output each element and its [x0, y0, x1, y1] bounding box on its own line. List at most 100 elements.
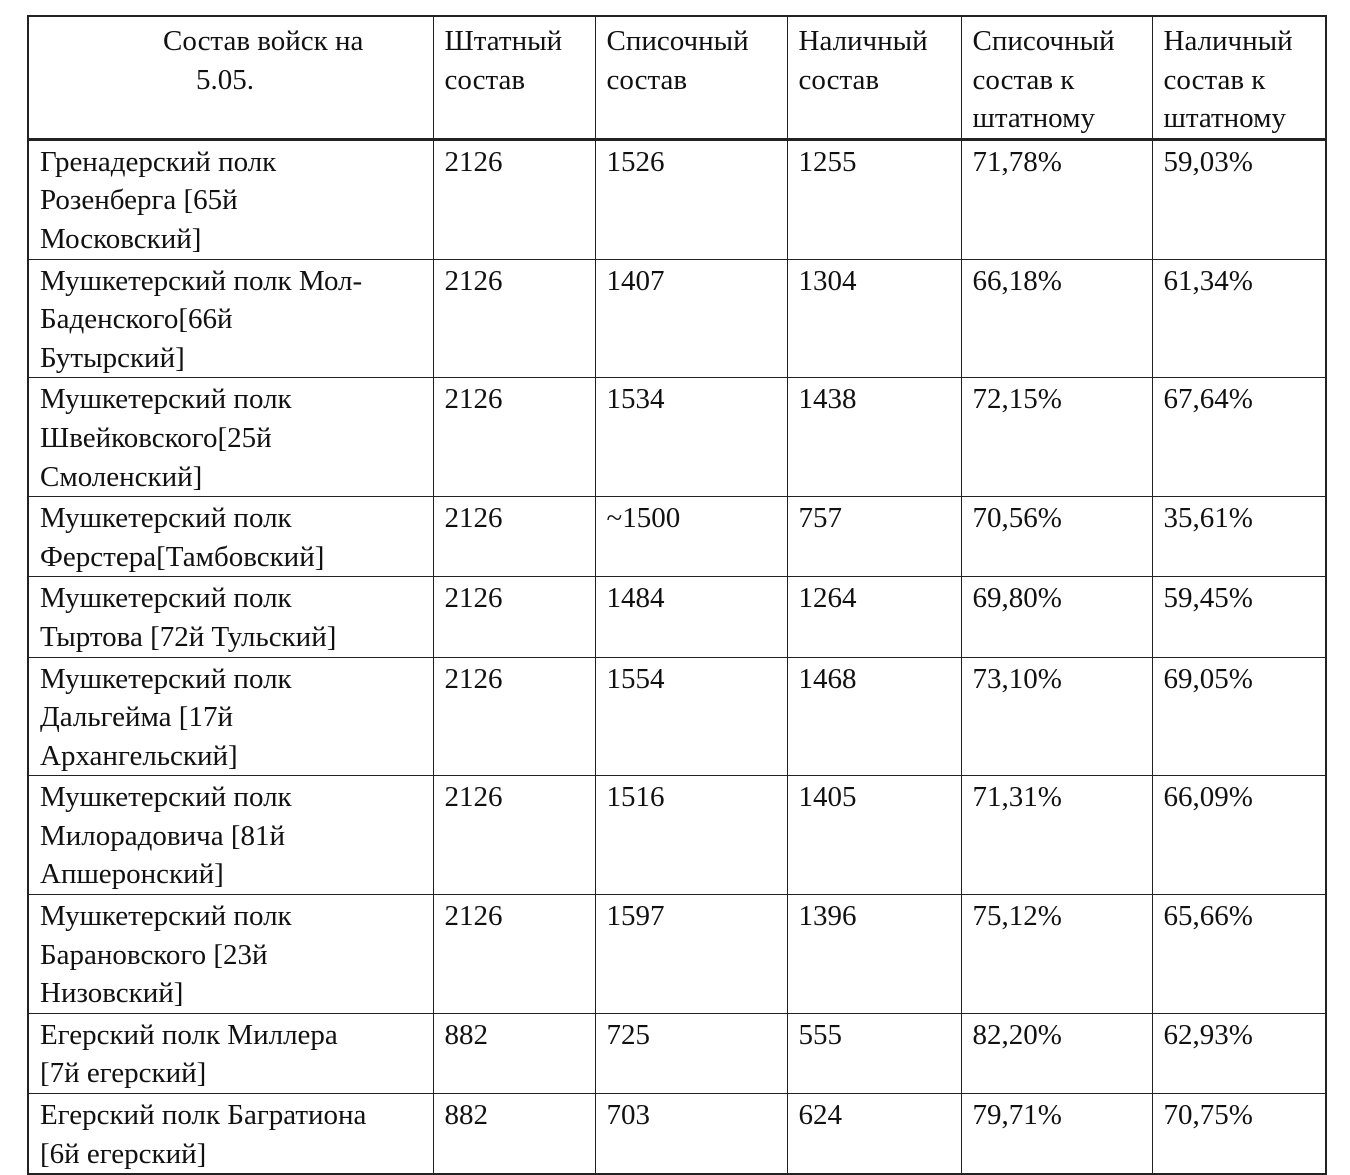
- value-cell: 1407: [594, 258, 788, 379]
- table-row: Мушкетерский полк Ферстера[Тамбовский] 212…: [27, 496, 1327, 578]
- value-cell: 67,64%: [1151, 377, 1327, 498]
- value-cell: 72,15%: [960, 377, 1153, 498]
- table-header: Состав войск на 5.05. Штатный состав Списочн…: [27, 15, 1327, 140]
- value-cell: 1396: [786, 894, 962, 1014]
- cell-line: Мушкетерский полк: [40, 781, 292, 814]
- regiment-cell: Егерский полк Багратиона [6й егерский]: [27, 1093, 434, 1175]
- cell-line: Списочный: [972, 25, 1115, 57]
- regiment-cell: Мушкетерский полк Барановского [23й Низовс…: [27, 894, 434, 1014]
- value-cell: 70,56%: [960, 496, 1153, 578]
- cell-line: Апшеронский]: [40, 858, 224, 891]
- cell-line: Милорадовича [81й: [40, 819, 285, 852]
- value-cell: 69,05%: [1151, 656, 1327, 777]
- value-cell: 703: [594, 1093, 788, 1175]
- header-cell: Наличный состав к штатному: [1151, 15, 1327, 140]
- regiment-cell: Гренадерский полк Розенберга [65й Московск…: [27, 138, 434, 260]
- value-cell: 1484: [594, 576, 788, 658]
- value-cell: 1526: [594, 138, 788, 260]
- value-cell: 555: [786, 1012, 962, 1095]
- value-cell: 757: [786, 496, 962, 578]
- regiment-cell: Мушкетерский полк Ферстера[Тамбовский]: [27, 496, 434, 578]
- cell-line: Мушкетерский полк: [40, 900, 292, 933]
- value-cell: 59,03%: [1151, 138, 1327, 260]
- table-row: Мушкетерский полк Барановского [23й Низовс…: [27, 894, 1327, 1014]
- value-cell: 71,78%: [960, 138, 1153, 260]
- value-cell: 1255: [786, 138, 962, 260]
- cell-line: Мушкетерский полк: [40, 383, 292, 416]
- cell-line: Баденского[66й: [40, 303, 233, 336]
- cell-line: состав: [606, 63, 688, 96]
- cell-line: Тыртова [72й Тульский]: [40, 620, 337, 653]
- value-cell: 73,10%: [960, 656, 1153, 777]
- cell-line: Ферстера[Тамбовский]: [40, 540, 325, 573]
- value-cell: 61,34%: [1151, 258, 1327, 379]
- value-cell: 1304: [786, 258, 962, 379]
- regiment-cell: Мушкетерский полк Швейковского[25й Смоленс…: [27, 377, 434, 498]
- value-cell: 882: [432, 1012, 596, 1095]
- cell-line: [6й егерский]: [40, 1137, 207, 1170]
- value-cell: 1438: [786, 377, 962, 498]
- value-cell: 2126: [432, 656, 596, 777]
- cell-line: Бутырский]: [40, 341, 185, 374]
- cell-line: Архангельский]: [40, 739, 238, 772]
- cell-line: Состав войск на: [163, 25, 364, 57]
- cell-line: Егерский полк Багратиона: [40, 1099, 367, 1132]
- cell-line: Московский]: [40, 222, 202, 255]
- value-cell: 1405: [786, 775, 962, 896]
- value-cell: 1534: [594, 377, 788, 498]
- cell-line: Дальгейма [17й: [40, 701, 233, 734]
- cell-line: Низовский]: [40, 977, 184, 1010]
- cell-line: Гренадерский полк: [40, 145, 277, 178]
- cell-line: Егерский полк Миллера: [40, 1018, 338, 1051]
- value-cell: 2126: [432, 258, 596, 379]
- table-row: Мушкетерский полк Дальгейма [17й Архангель…: [27, 656, 1327, 777]
- value-cell: 65,66%: [1151, 894, 1327, 1014]
- header-cell: Состав войск на 5.05.: [27, 15, 434, 140]
- troops-table: Состав войск на 5.05. Штатный состав Списочн…: [27, 15, 1327, 1175]
- table-row: Егерский полк Багратиона [6й егерский] 882…: [27, 1093, 1327, 1175]
- cell-line: Барановского [23й: [40, 938, 268, 971]
- table-row: Мушкетерский полк Швейковского[25й Смоленс…: [27, 377, 1327, 498]
- cell-line: Мушкетерский полк: [40, 662, 292, 695]
- value-cell: 882: [432, 1093, 596, 1175]
- cell-line: состав: [444, 63, 526, 96]
- value-cell: 70,75%: [1151, 1093, 1327, 1175]
- cell-line: Наличный: [1163, 25, 1293, 57]
- cell-line: Мушкетерский полк: [40, 582, 292, 615]
- cell-line: Смоленский]: [40, 460, 203, 493]
- cell-line: Штатный: [444, 25, 563, 57]
- cell-line: 5.05.: [196, 63, 254, 96]
- regiment-cell: Мушкетерский полк Тыртова [72й Тульский]: [27, 576, 434, 658]
- cell-line: штатному: [972, 102, 1095, 135]
- header-cell: Списочный состав: [594, 15, 788, 140]
- value-cell: 1468: [786, 656, 962, 777]
- header-cell: Штатный состав: [432, 15, 596, 140]
- cell-line: Швейковского[25й: [40, 421, 272, 454]
- cell-line: состав к: [972, 63, 1075, 96]
- value-cell: 59,45%: [1151, 576, 1327, 658]
- value-cell: 1264: [786, 576, 962, 658]
- table-row: Мушкетерский полк Милорадовича [81й Апшеро…: [27, 775, 1327, 896]
- value-cell: 2126: [432, 377, 596, 498]
- regiment-cell: Мушкетерский полк Милорадовича [81й Апшеро…: [27, 775, 434, 896]
- cell-line: состав: [798, 63, 880, 96]
- cell-line: Списочный: [606, 25, 749, 57]
- cell-line: штатному: [1163, 102, 1286, 135]
- value-cell: 725: [594, 1012, 788, 1095]
- value-cell: 69,80%: [960, 576, 1153, 658]
- header-cell: Наличный состав: [786, 15, 962, 140]
- cell-line: Мушкетерский полк: [40, 502, 292, 535]
- value-cell: 1516: [594, 775, 788, 896]
- table-row: Гренадерский полк Розенберга [65й Московск…: [27, 138, 1327, 260]
- table-row: Мушкетерский полк Тыртова [72й Тульский] 2…: [27, 576, 1327, 658]
- header-cell: Списочный состав к штатному: [960, 15, 1153, 140]
- value-cell: 62,93%: [1151, 1012, 1327, 1095]
- value-cell: 2126: [432, 894, 596, 1014]
- value-cell: 35,61%: [1151, 496, 1327, 578]
- value-cell: 71,31%: [960, 775, 1153, 896]
- cell-line: Наличный: [798, 25, 928, 57]
- regiment-cell: Егерский полк Миллера [7й егерский]: [27, 1012, 434, 1095]
- value-cell: 82,20%: [960, 1012, 1153, 1095]
- value-cell: 2126: [432, 496, 596, 578]
